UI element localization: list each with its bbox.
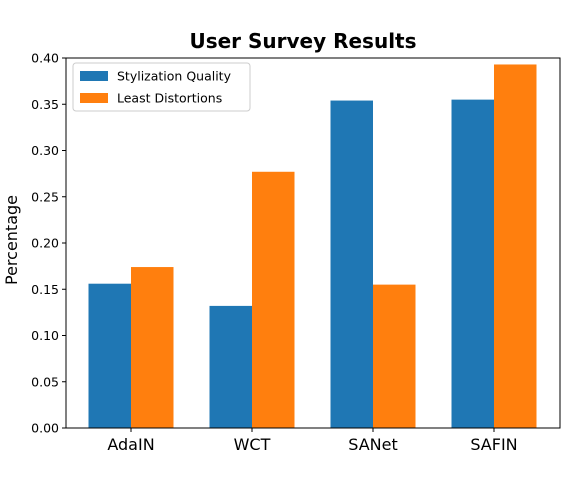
legend-box: [72, 62, 251, 112]
y-tick-label: 0.00: [31, 421, 59, 436]
bar-least-distortions-sanet: [373, 284, 416, 428]
bar-least-distortions-wct: [252, 171, 295, 428]
y-tick-label: 0.30: [31, 143, 59, 158]
y-tick-label: 0.40: [31, 51, 59, 66]
x-tick-label-sanet: SANet: [348, 435, 397, 454]
x-tick-label-safin: SAFIN: [470, 435, 517, 454]
x-axis: AdaIN WCT SANet SAFIN: [107, 428, 518, 454]
bar-stylization-quality-sanet: [330, 100, 373, 429]
y-tick-label: 0.25: [31, 189, 59, 204]
chart-title: User Survey Results: [189, 29, 416, 53]
legend-swatch-least-distortions: [80, 93, 108, 103]
bar-stylization-quality-adain: [88, 283, 131, 428]
legend-label-least-distortions: Least Distortions: [117, 91, 222, 106]
bars-layer: [88, 64, 537, 429]
legend-swatch-stylization-quality: [80, 71, 108, 81]
legend: Stylization Quality Least Distortions: [72, 62, 251, 112]
x-tick-label-adain: AdaIN: [107, 435, 154, 454]
y-axis: 0.00 0.05 0.10 0.15 0.20 0.25 0.30 0.35 0.40: [31, 51, 66, 436]
bar-stylization-quality-wct: [209, 305, 252, 428]
bar-least-distortions-safin: [494, 64, 537, 428]
legend-label-stylization-quality: Stylization Quality: [117, 69, 232, 84]
y-tick-label: 0.35: [31, 97, 59, 112]
y-tick-label: 0.15: [31, 282, 59, 297]
plot-frame: [65, 57, 561, 429]
y-tick-label: 0.05: [31, 374, 59, 389]
y-tick-label: 0.10: [31, 328, 59, 343]
y-tick-label: 0.20: [31, 236, 59, 251]
x-tick-label-wct: WCT: [234, 435, 271, 454]
bar-least-distortions-adain: [131, 267, 174, 428]
y-axis-label: Percentage: [2, 195, 21, 285]
bar-stylization-quality-safin: [451, 99, 494, 428]
